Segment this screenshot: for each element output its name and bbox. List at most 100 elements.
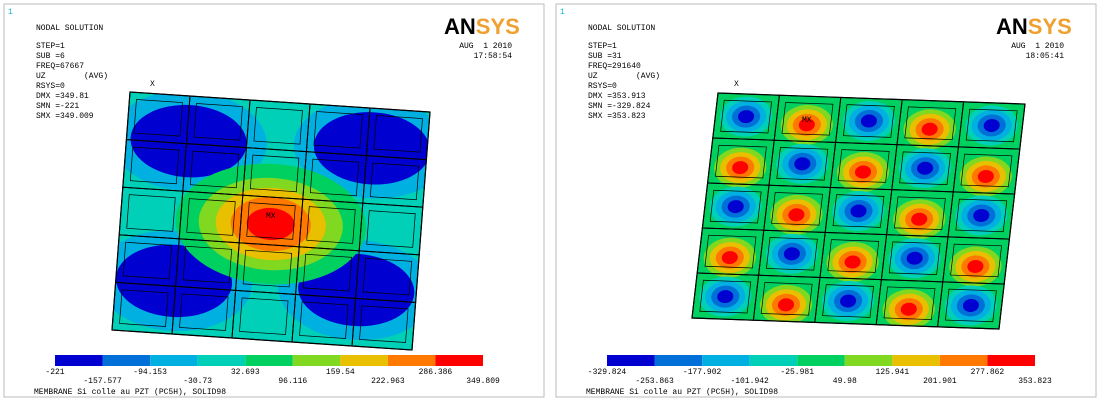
plate-edge [111, 91, 431, 351]
mesh-inner [249, 154, 300, 193]
contour-band [798, 118, 815, 132]
legend-label: -94.153 [133, 368, 167, 377]
contour-band [917, 161, 934, 175]
mesh-inner [373, 115, 423, 153]
legend-swatch [987, 355, 1035, 366]
legend-swatch [102, 355, 151, 366]
mesh-inner [313, 111, 363, 149]
legend-label: -329.824 [588, 368, 627, 377]
info-line: SMX =353.823 [588, 112, 646, 121]
mesh-inner [186, 198, 236, 236]
axis-marker: X [150, 80, 155, 89]
contour [691, 93, 1025, 330]
mesh-inner [242, 249, 293, 288]
footer: MEMBRANE Si colle au PZT (PC5H), SOLID98 [586, 388, 778, 397]
mesh-inner [129, 146, 180, 185]
legend-label: -253.863 [635, 377, 674, 386]
legend-swatch [939, 355, 988, 366]
info-line: RSYS=0 [36, 82, 65, 91]
time: 17:58:54 [474, 52, 513, 61]
contour-band [246, 207, 295, 241]
legend-label: 49.98 [833, 377, 857, 386]
legend-label: -221 [45, 368, 64, 377]
legend-label: 159.54 [326, 368, 355, 377]
contour-band [983, 118, 1000, 132]
contour-band [844, 255, 861, 269]
legend-swatch [892, 355, 940, 366]
contour-band [727, 200, 744, 214]
info-line: SMX =349.009 [36, 112, 94, 121]
legend-swatch [55, 355, 103, 366]
mesh-inner [309, 158, 360, 197]
info-line: SUB =31 [588, 52, 622, 61]
logo: ANSYS [996, 14, 1072, 39]
axis-marker: X [734, 80, 739, 89]
plate [111, 91, 431, 351]
mesh-inner [126, 194, 176, 232]
contour-band [794, 157, 811, 171]
legend-label: -30.73 [183, 377, 212, 386]
mesh-inner [369, 162, 420, 201]
legend-swatch [150, 355, 198, 366]
mesh-inner [955, 198, 1008, 233]
legend-swatch [797, 355, 845, 366]
legend-swatch [654, 355, 703, 366]
logo: ANSYS [444, 14, 520, 39]
logo-right: SYS [476, 14, 520, 39]
contour-band [962, 298, 979, 312]
legend-swatch [340, 355, 388, 366]
mesh-inner [302, 253, 353, 292]
info-line: DMX =353.913 [588, 92, 646, 101]
mesh-inner [253, 107, 303, 145]
max-marker: MX [266, 212, 276, 221]
info-line: UZ (AVG) [588, 72, 660, 81]
legend-swatch [292, 355, 341, 366]
info-line: FREQ=291640 [588, 62, 641, 71]
plot-title: NODAL SOLUTION [588, 24, 655, 33]
corner-number: 1 [8, 8, 13, 17]
mesh-inner [699, 279, 752, 314]
logo-left: AN [444, 14, 476, 39]
mesh-inner [894, 196, 946, 230]
legend-label: 201.901 [923, 377, 957, 386]
contour-band [977, 169, 994, 183]
info-line: FREQ=67667 [36, 62, 84, 71]
mesh-inner [781, 102, 834, 136]
plot-title: NODAL SOLUTION [36, 24, 103, 33]
info-line: STEP=1 [36, 42, 65, 51]
mesh-inner [945, 288, 997, 323]
mesh-inner [122, 241, 173, 280]
legend-swatch [607, 355, 655, 366]
mesh-inner [366, 210, 416, 248]
legend-label: 125.941 [876, 368, 910, 377]
max-marker: MX [802, 116, 812, 125]
contour-band [921, 122, 938, 136]
mesh-inner [704, 234, 757, 269]
legend-swatch [245, 355, 293, 366]
date: AUG 1 2010 [459, 42, 512, 51]
legend-swatch [435, 355, 483, 366]
info-line: SMN =-329.824 [588, 102, 651, 111]
contour-band [721, 251, 738, 265]
mesh-inner [715, 144, 767, 179]
info-line: UZ (AVG) [36, 72, 108, 81]
footer: MEMBRANE Si colle au PZT (PC5H), SOLID98 [34, 388, 226, 397]
contour-band [911, 212, 928, 226]
mesh-inner [888, 241, 941, 275]
contour-band [732, 161, 749, 175]
mesh-inner [246, 202, 296, 240]
legend-label: 222.963 [371, 377, 405, 386]
contour-band [783, 247, 800, 261]
mesh-inner [960, 153, 1013, 188]
mesh-inner [189, 150, 240, 189]
contour-band [860, 114, 877, 128]
mesh-inner [822, 284, 874, 318]
contour-band [850, 204, 867, 218]
mesh-inner [843, 104, 895, 138]
legend-swatch [197, 355, 246, 366]
contour-band [840, 294, 857, 308]
logo-left: AN [996, 14, 1028, 39]
